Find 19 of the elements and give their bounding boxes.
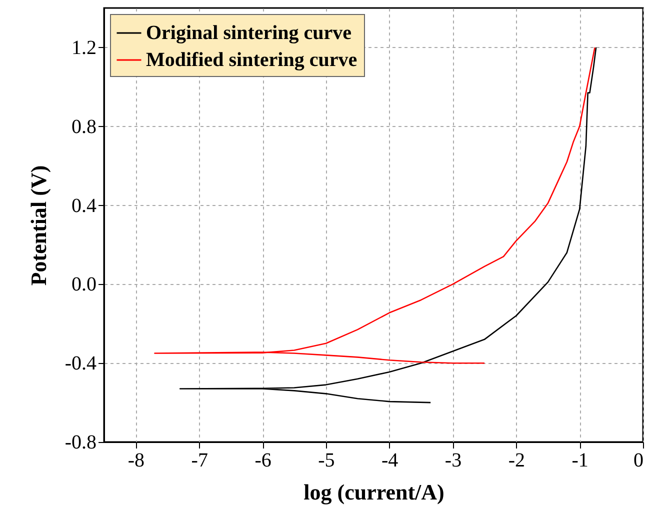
legend-label: Modified sintering curve bbox=[146, 49, 358, 71]
x-tick-label: -6 bbox=[254, 450, 272, 472]
x-tick-label: -4 bbox=[382, 450, 398, 472]
x-axis-title: log (current/A) bbox=[304, 480, 444, 504]
y-tick-label: 0.4 bbox=[72, 194, 96, 217]
y-tick-label: 1.2 bbox=[72, 36, 96, 59]
x-tick-label: -2 bbox=[508, 450, 526, 472]
y-tick-label: 0.0 bbox=[72, 274, 96, 296]
x-tick-label: -3 bbox=[444, 450, 462, 472]
y-tick-label: -0.8 bbox=[64, 432, 96, 454]
x-tick-label: -7 bbox=[191, 450, 208, 472]
x-tick-label: 0 bbox=[634, 450, 644, 472]
x-tick-label: -8 bbox=[128, 450, 145, 472]
legend-label: Original sintering curve bbox=[146, 22, 352, 44]
y-tick-label: -0.4 bbox=[64, 352, 96, 375]
x-tick-label: -1 bbox=[572, 450, 588, 472]
x-tick-label: -5 bbox=[318, 450, 335, 472]
y-axis-title: Potential (V) bbox=[26, 165, 51, 286]
y-tick-label: 0.8 bbox=[72, 116, 96, 138]
